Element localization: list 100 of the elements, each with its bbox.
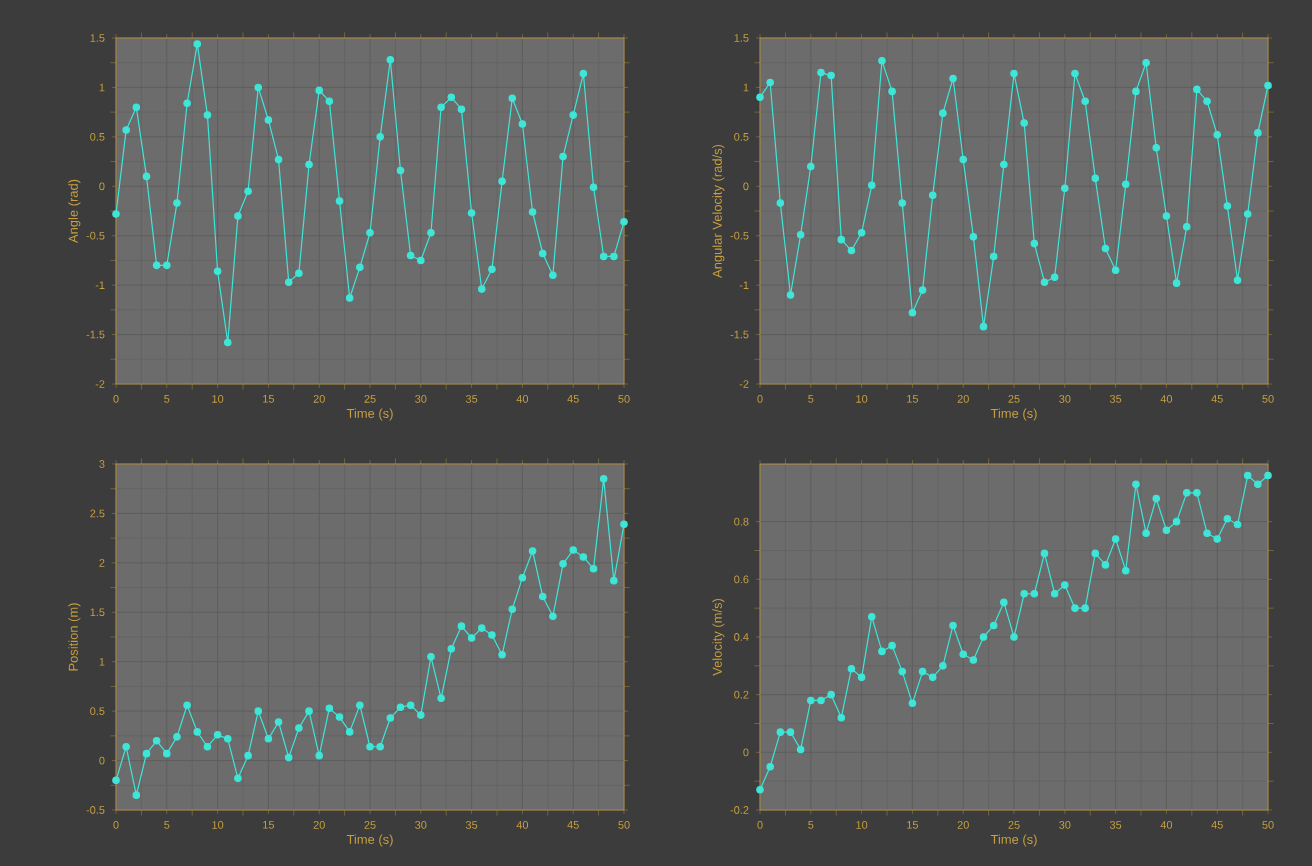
point: [1040, 549, 1049, 558]
point: [295, 269, 303, 278]
point: [549, 612, 557, 621]
point: [908, 309, 917, 317]
point: [122, 742, 130, 751]
point: [406, 701, 415, 710]
point: [193, 40, 202, 48]
point: [386, 55, 395, 64]
point: [152, 737, 161, 745]
point: [163, 261, 171, 270]
point: [1243, 471, 1252, 480]
point: [315, 751, 323, 760]
point: [498, 650, 506, 659]
point: [569, 111, 578, 119]
point: [315, 86, 324, 95]
point: [112, 210, 120, 218]
point: [406, 251, 415, 260]
point: [457, 105, 466, 113]
point: [827, 690, 835, 699]
point: [1213, 131, 1222, 139]
point: [335, 197, 344, 205]
point: [1182, 223, 1191, 231]
point: [766, 78, 774, 87]
point: [488, 631, 496, 639]
point: [376, 133, 384, 141]
point: [1010, 633, 1018, 641]
point: [447, 93, 456, 102]
point: [888, 87, 896, 96]
point: [989, 621, 998, 630]
point: [928, 191, 937, 199]
point: [1203, 529, 1211, 537]
point: [756, 786, 764, 794]
point: [173, 199, 181, 207]
point: [213, 731, 222, 739]
point: [1162, 212, 1171, 220]
point: [979, 633, 988, 641]
point: [366, 228, 374, 237]
point: [183, 701, 191, 710]
point: [756, 93, 764, 102]
point: [817, 68, 825, 77]
point: [776, 199, 785, 207]
point: [1071, 69, 1079, 78]
point: [244, 751, 252, 760]
point: [396, 166, 405, 175]
point: [203, 111, 212, 119]
point: [776, 728, 785, 736]
point: [264, 735, 273, 743]
point: [112, 776, 120, 785]
point: [559, 152, 567, 161]
point: [1030, 239, 1039, 248]
point: [1233, 276, 1242, 284]
point: [477, 624, 486, 632]
point: [1264, 81, 1272, 90]
point: [837, 713, 846, 722]
point: [152, 261, 161, 270]
point: [274, 718, 283, 726]
point: [488, 265, 496, 274]
point: [908, 699, 917, 708]
point: [610, 252, 618, 261]
point: [396, 703, 405, 711]
point: [1091, 549, 1100, 558]
point: [467, 634, 476, 642]
point: [508, 605, 517, 614]
point: [193, 728, 202, 736]
point: [549, 271, 557, 280]
point: [610, 576, 618, 585]
point: [325, 97, 334, 106]
point: [427, 228, 435, 237]
point: [918, 667, 927, 676]
point: [959, 155, 968, 164]
point: [234, 774, 242, 783]
point: [538, 249, 547, 258]
point: [786, 728, 795, 736]
point: [142, 172, 151, 181]
point: [949, 74, 957, 83]
point: [345, 728, 354, 736]
point: [928, 673, 937, 682]
point: [1061, 184, 1069, 193]
point: [538, 592, 547, 601]
point: [1182, 489, 1191, 497]
point: [569, 546, 578, 554]
point: [939, 109, 947, 117]
point: [1091, 174, 1100, 183]
point: [786, 291, 795, 299]
point: [620, 218, 628, 226]
point: [305, 160, 313, 169]
point: [579, 69, 588, 78]
point: [867, 613, 876, 621]
point: [1254, 129, 1262, 137]
point: [1061, 581, 1069, 589]
point: [437, 694, 445, 703]
point: [345, 294, 354, 302]
point: [979, 322, 988, 331]
point: [1142, 529, 1150, 537]
point: [1111, 266, 1120, 275]
point: [1020, 589, 1028, 598]
point: [254, 83, 263, 92]
point: [1233, 520, 1242, 529]
point: [234, 212, 242, 220]
point: [898, 199, 907, 207]
